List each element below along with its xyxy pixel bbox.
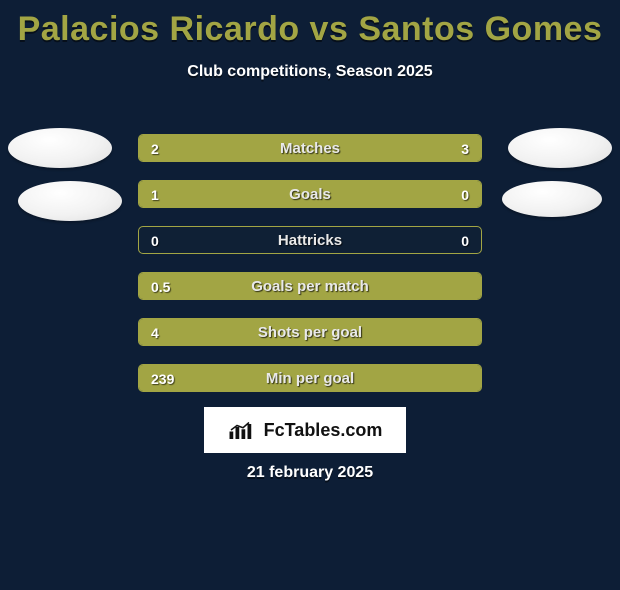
stat-row: 23Matches [138,134,482,162]
logo-box: FcTables.com [204,407,406,453]
page-title: Palacios Ricardo vs Santos Gomes [0,10,620,49]
stat-label: Hattricks [139,227,481,254]
stat-label: Goals per match [139,273,481,300]
subtitle: Club competitions, Season 2025 [0,63,620,81]
stat-label: Matches [139,135,481,162]
date-label: 21 february 2025 [0,464,620,482]
stat-row: 00Hattricks [138,226,482,254]
stat-label: Shots per goal [139,319,481,346]
stats-bars: 23Matches 10Goals 00Hattricks 0.5Goals per … [138,134,482,410]
stat-row: 4Shots per goal [138,318,482,346]
stat-label: Min per goal [139,365,481,392]
bars-icon [228,419,258,441]
player2-avatar-a [508,128,612,168]
player1-avatar-b [18,181,122,221]
player1-avatar-a [8,128,112,168]
stat-label: Goals [139,181,481,208]
player2-avatar-b [502,181,602,217]
stat-row: 239Min per goal [138,364,482,392]
logo-text: FcTables.com [264,420,383,441]
stat-row: 0.5Goals per match [138,272,482,300]
stat-row: 10Goals [138,180,482,208]
